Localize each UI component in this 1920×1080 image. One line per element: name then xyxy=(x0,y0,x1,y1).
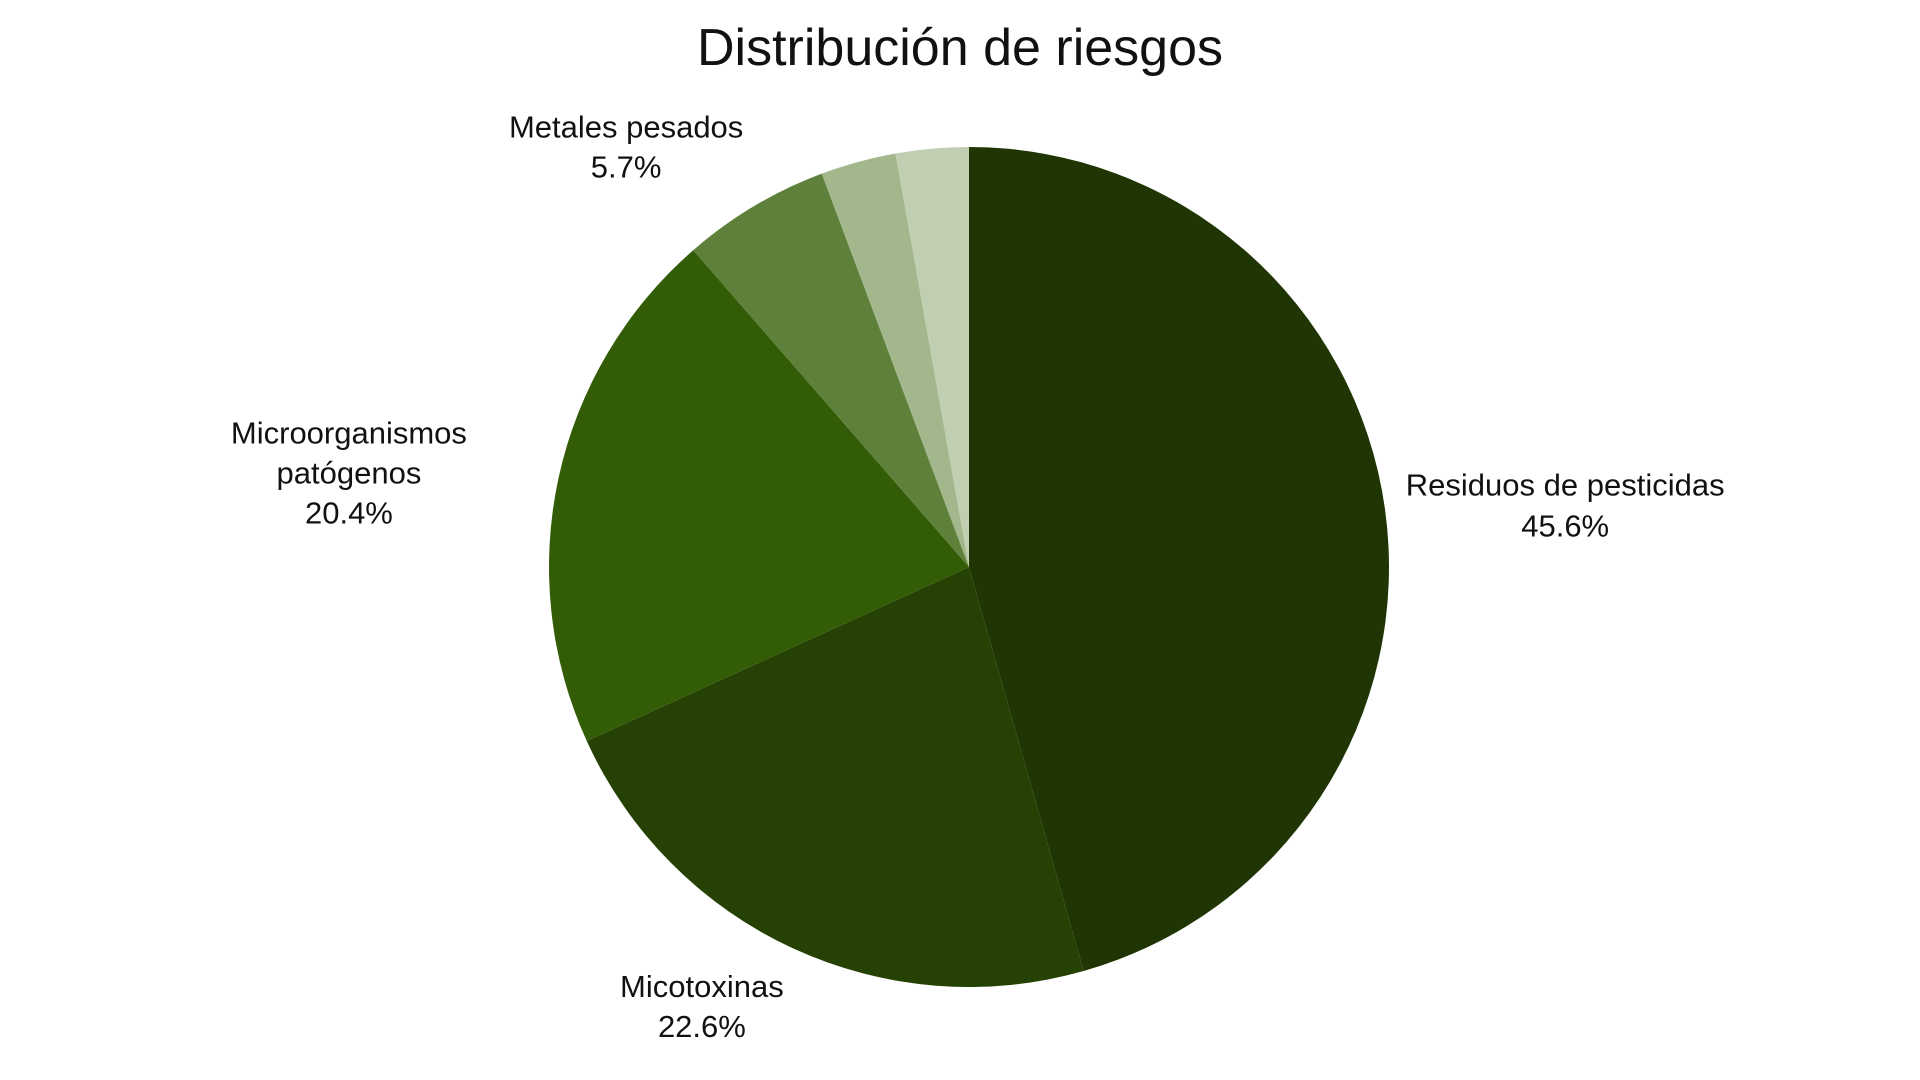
pie-slice xyxy=(586,567,1084,987)
slice-label-value: 20.4% xyxy=(304,495,393,531)
pie-slice xyxy=(821,153,969,568)
slice-label-name: Micotoxinas xyxy=(620,969,784,1005)
slice-label-name: Residuos de pesticidas xyxy=(1405,467,1725,503)
chart-title: Distribución de riesgos xyxy=(696,19,1224,77)
slice-label-value: 45.6% xyxy=(1521,508,1610,544)
slice-label-name: Metales pesados xyxy=(508,109,744,145)
slice-label: Metales pesados 5.7% xyxy=(509,108,743,189)
pie-slice xyxy=(693,173,969,567)
slice-label-value: 22.6% xyxy=(657,1009,746,1045)
slice-label: Residuos de pesticidas 45.6% xyxy=(1406,466,1725,547)
slice-label-value: 5.7% xyxy=(590,149,662,185)
slice-label: Microorganismos patógenos 20.4% xyxy=(160,413,538,534)
slice-label: Micotoxinas 22.6% xyxy=(620,967,784,1048)
pie-slice xyxy=(969,147,1389,972)
pie-slice xyxy=(895,147,969,567)
slice-label-name: Microorganismos patógenos xyxy=(230,415,467,491)
pie-slice xyxy=(549,250,969,742)
